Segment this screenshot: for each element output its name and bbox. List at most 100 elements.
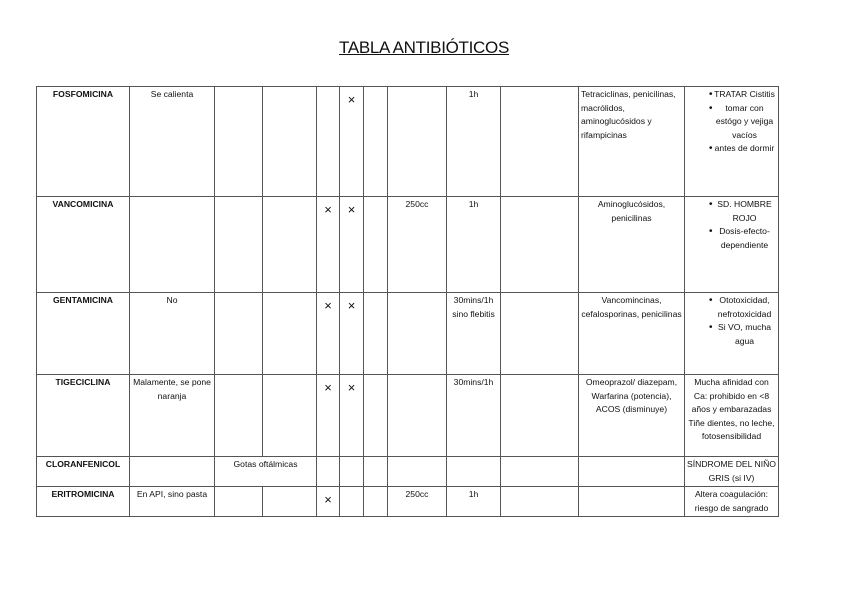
page-title: TABLA ANTIBIÓTICOS	[339, 38, 509, 57]
volume-cell: 250cc	[387, 196, 447, 293]
cell	[500, 292, 579, 375]
interactions-cell	[578, 486, 685, 517]
mark-cell: ×	[339, 374, 364, 457]
table-row: ERITROMICINA En API, sino pasta × 250cc 1h Al…	[36, 486, 779, 517]
note-item: TRATAR Cistitis	[691, 88, 776, 102]
cell: En API, sino pasta	[129, 486, 215, 517]
notes-cell: Ototoxicidad, nefrotoxicidadSi VO, mucha…	[684, 292, 779, 375]
interactions-cell: Aminoglucósidos, penicilinas	[578, 196, 685, 293]
drug-name: TIGECICLINA	[36, 374, 130, 457]
cell	[262, 486, 317, 517]
time-cell: 1h	[446, 486, 501, 517]
cell	[214, 196, 263, 293]
volume-cell	[387, 374, 447, 457]
cell	[363, 86, 388, 197]
interactions-cell	[578, 456, 685, 487]
notes-cell: TRATAR Cistitistomar con estógo y vejiga…	[684, 86, 779, 197]
table-row: TIGECICLINA Malamente, se pone naranja × × 3…	[36, 374, 779, 457]
notes-cell: SD. HOMBRE ROJODosis-efecto-dependiente	[684, 196, 779, 293]
mark-cell	[339, 456, 364, 487]
note-item: Ototoxicidad, nefrotoxicidad	[691, 294, 776, 321]
mark-cell: ×	[339, 86, 364, 197]
table-row: CLORANFENICOL Gotas oftálmicas SÍNDROME DE…	[36, 456, 779, 487]
drug-name: FOSFOMICINA	[36, 86, 130, 197]
table-row: VANCOMICINA × × 250cc 1h Aminoglucósidos, pen…	[36, 196, 779, 293]
x-mark-icon: ×	[324, 202, 332, 217]
cell	[500, 374, 579, 457]
notes-cell: Mucha afinidad con Ca: prohibido en <8 a…	[684, 374, 779, 457]
cell: No	[129, 292, 215, 375]
cell	[500, 86, 579, 197]
note-item: antes de dormir	[691, 142, 776, 156]
mark-cell	[339, 486, 364, 517]
x-mark-icon: ×	[347, 380, 356, 395]
cell	[363, 486, 388, 517]
mark-cell: ×	[339, 196, 364, 293]
volume-cell	[387, 456, 447, 487]
interactions-cell: Tetraciclinas, penicilinas, macrólidos, …	[578, 86, 685, 197]
interactions-cell: Vancomincinas, cefalosporinas, penicilin…	[578, 292, 685, 375]
note-item: SD. HOMBRE ROJO	[691, 198, 776, 225]
x-mark-icon: ×	[324, 298, 332, 313]
drug-name: GENTAMICINA	[36, 292, 130, 375]
mark-cell: ×	[316, 292, 340, 375]
notes-list: SD. HOMBRE ROJODosis-efecto-dependiente	[687, 198, 776, 252]
time-cell: 30mins/1h sino flebitis	[446, 292, 501, 375]
drug-name: ERITROMICINA	[36, 486, 130, 517]
cell	[363, 196, 388, 293]
cell	[214, 374, 263, 457]
notes-list: TRATAR Cistitistomar con estógo y vejiga…	[687, 88, 776, 156]
cell	[129, 196, 215, 293]
cell	[363, 374, 388, 457]
note-text: Mucha afinidad con Ca: prohibido en <8 a…	[688, 377, 775, 441]
volume-cell	[387, 292, 447, 375]
note-item: tomar con estógo y vejiga vacíos	[691, 102, 776, 143]
cell	[214, 486, 263, 517]
time-cell	[446, 456, 501, 487]
mark-cell	[316, 86, 340, 197]
note-item: Dosis-efecto-dependiente	[691, 225, 776, 252]
volume-cell: 250cc	[387, 486, 447, 517]
note-item: Si VO, mucha agua	[691, 321, 776, 348]
cell	[500, 196, 579, 293]
cell	[363, 292, 388, 375]
mark-cell	[316, 456, 340, 487]
mark-cell: ×	[339, 292, 364, 375]
mark-cell: ×	[316, 196, 340, 293]
cell	[214, 292, 263, 375]
cell	[363, 456, 388, 487]
cell: Gotas oftálmicas	[214, 456, 317, 487]
notes-cell: SÍNDROME DEL NIÑO GRIS (si IV)	[684, 456, 779, 487]
table-row: FOSFOMICINA Se calienta × 1h Tetraciclinas, …	[36, 86, 779, 197]
mark-cell: ×	[316, 486, 340, 517]
note-text: SÍNDROME DEL NIÑO GRIS (si IV)	[687, 459, 776, 483]
mark-cell: ×	[316, 374, 340, 457]
notes-list: Ototoxicidad, nefrotoxicidadSi VO, mucha…	[687, 294, 776, 348]
note-text: Altera coagulación: riesgo de sangrado	[694, 489, 769, 513]
x-mark-icon: ×	[324, 380, 332, 395]
time-cell: 1h	[446, 86, 501, 197]
notes-cell: Altera coagulación: riesgo de sangrado	[684, 486, 779, 517]
drug-name: CLORANFENICOL	[36, 456, 130, 487]
cell	[500, 486, 579, 517]
cell	[129, 456, 215, 487]
x-mark-icon: ×	[347, 92, 356, 107]
cell	[262, 86, 317, 197]
table-row: GENTAMICINA No × × 30mins/1h sino flebitis Va…	[36, 292, 779, 375]
interactions-cell: Omeoprazol/ diazepam, Warfarina (potenci…	[578, 374, 685, 457]
antibiotics-table: FOSFOMICINA Se calienta × 1h Tetraciclinas, …	[36, 86, 779, 517]
cell	[262, 374, 317, 457]
cell	[262, 292, 317, 375]
cell: Malamente, se pone naranja	[129, 374, 215, 457]
drug-name: VANCOMICINA	[36, 196, 130, 293]
x-mark-icon: ×	[324, 492, 332, 507]
x-mark-icon: ×	[347, 202, 356, 217]
volume-cell	[387, 86, 447, 197]
cell	[262, 196, 317, 293]
cell: Se calienta	[129, 86, 215, 197]
cell	[500, 456, 579, 487]
cell	[214, 86, 263, 197]
time-cell: 30mins/1h	[446, 374, 501, 457]
x-mark-icon: ×	[347, 298, 356, 313]
time-cell: 1h	[446, 196, 501, 293]
